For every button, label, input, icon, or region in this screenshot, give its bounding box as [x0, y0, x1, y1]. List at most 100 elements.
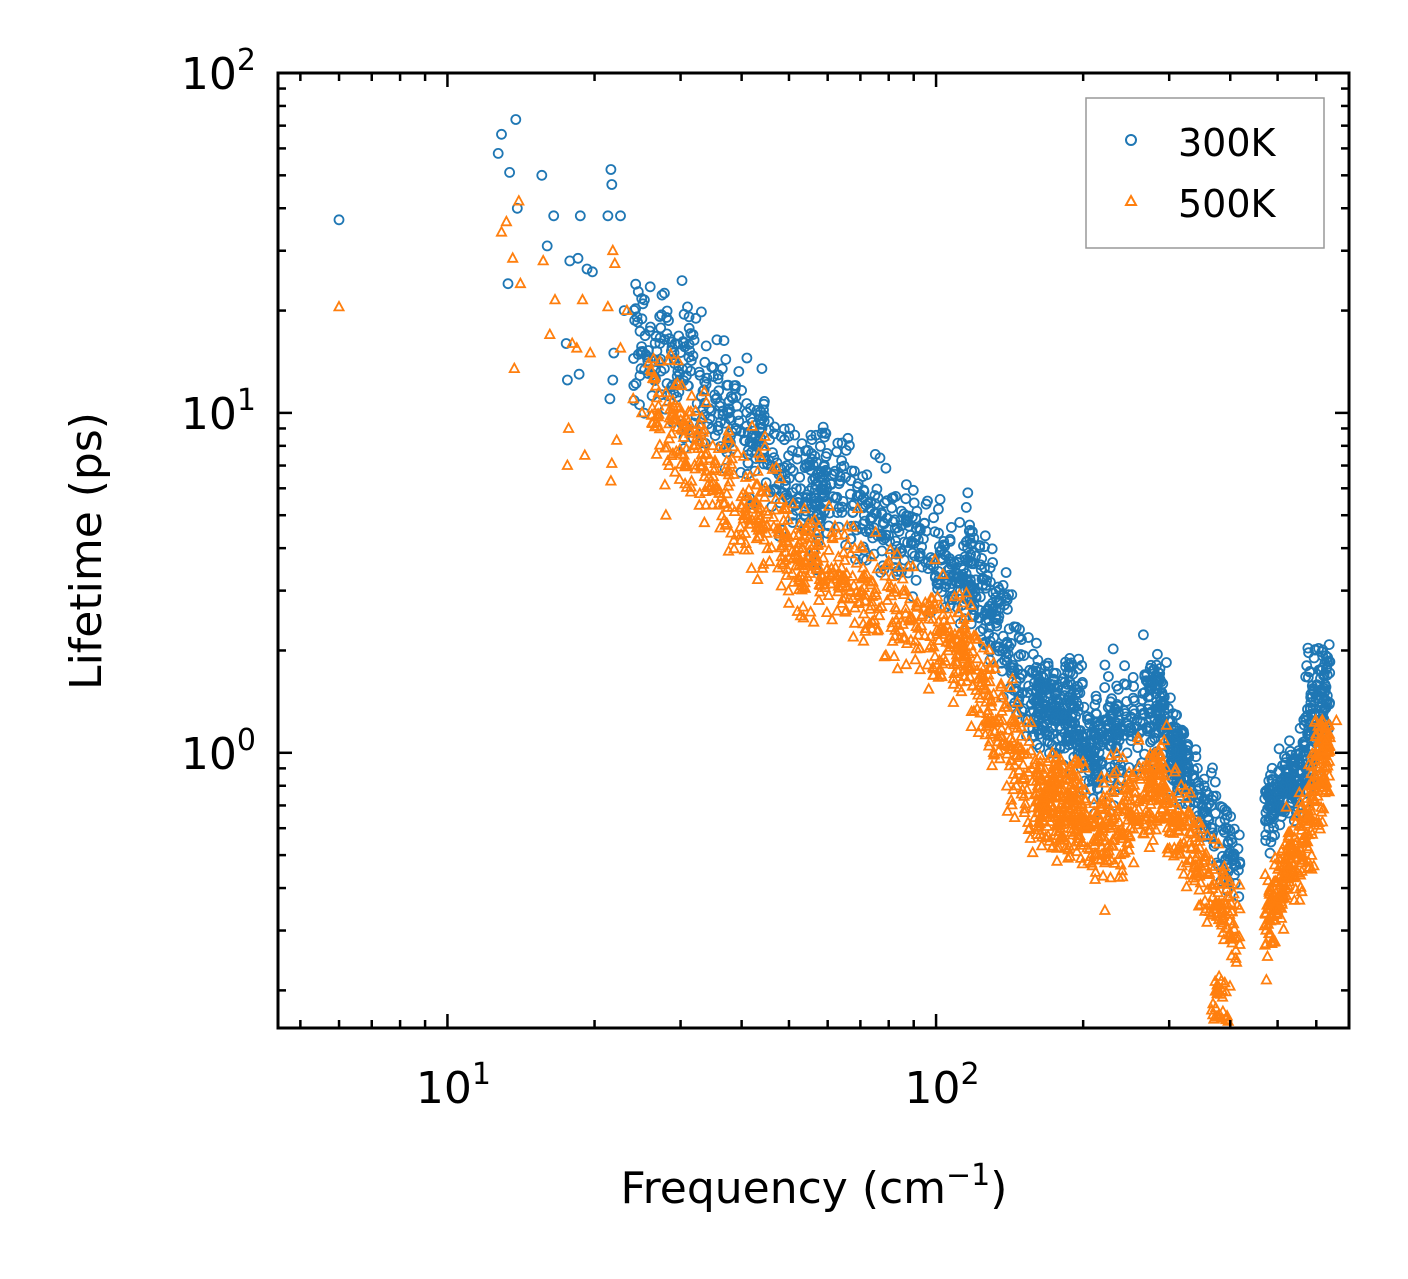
point-500k-band-0-275: [675, 378, 688, 391]
point-500k-band-0-145: [670, 444, 683, 456]
point-500k-band-3-93: [1074, 851, 1087, 863]
point-300k-band-0-318: [767, 447, 778, 459]
point-500k-band-2-186: [978, 683, 991, 695]
point-300k-band-5-16: [1198, 773, 1210, 785]
point-500k-band-2-131: [972, 725, 985, 737]
point-500k-band-0-271: [652, 399, 665, 411]
point-300k-band-5-190: [1225, 834, 1237, 846]
point-500k-outlier-22: [610, 433, 623, 445]
point-500k-band-2-51: [1004, 680, 1017, 692]
point-300k-band-5-12: [1206, 767, 1217, 779]
point-300k-band-5-207: [1206, 794, 1218, 806]
point-300k-band-3-174: [1078, 738, 1090, 750]
point-500k-peak-4-27: [1213, 985, 1226, 997]
y-tick-label-2: 102: [181, 43, 256, 100]
point-300k-band-0-340: [681, 362, 693, 374]
point-500k-peak-3-3: [1309, 794, 1323, 807]
point-500k-band-5-171: [1217, 932, 1231, 945]
point-500k-band-0-296: [698, 435, 711, 447]
point-300k-band-1-81: [933, 503, 944, 515]
point-300k-band-2-186: [1002, 648, 1014, 660]
point-300k-band-0-244: [796, 438, 808, 450]
point-300k-peak-3-22: [1176, 743, 1187, 754]
point-500k-peak-1-24: [1062, 809, 1075, 821]
point-500k-band-1-153: [900, 657, 913, 670]
point-500k-band-2-147: [967, 704, 981, 716]
point-500k-peak-1-13: [1074, 778, 1087, 790]
point-300k-band-2-188: [1017, 687, 1028, 698]
point-500k-peak-0-5: [1049, 824, 1062, 837]
point-500k-outlier-15: [578, 448, 591, 460]
point-500k-band-0-92: [763, 554, 776, 567]
point-500k-band-0-46: [786, 497, 800, 509]
point-500k-band-4-162: [1132, 802, 1145, 814]
point-500k-band-0-273: [662, 417, 676, 429]
point-300k-band-1-310: [858, 492, 869, 504]
point-500k-band-1-271: [848, 541, 861, 553]
point-300k-band-0-108: [781, 460, 793, 472]
point-500k-band-1-308: [921, 658, 934, 670]
point-500k-peak-2-32: [1156, 768, 1169, 781]
point-300k-band-1-28: [909, 550, 921, 562]
point-300k-band-2-199: [985, 607, 996, 619]
point-300k-peak-0-36: [1039, 696, 1051, 707]
point-500k-peak-4-28: [1218, 975, 1231, 988]
point-500k-band-7-121: [1301, 861, 1314, 874]
point-500k-band-0-237: [653, 438, 666, 450]
point-500k-outlier-28: [659, 508, 673, 520]
point-500k-band-4-188: [1101, 796, 1114, 808]
point-500k-band-5-58: [1233, 937, 1247, 949]
point-500k-band-2-168: [962, 662, 975, 674]
point-300k-band-0-292: [738, 427, 750, 439]
point-500k-outlier-1: [495, 225, 508, 237]
point-300k-band-4-112: [1121, 696, 1132, 707]
point-300k-band-0-115: [768, 452, 780, 464]
point-500k-band-2-103: [1005, 793, 1018, 805]
point-500k-band-7-81: [1314, 800, 1328, 812]
point-500k-band-1-174: [879, 569, 892, 581]
point-500k-band-2-115: [953, 587, 966, 599]
point-500k-band-1-193: [850, 556, 863, 568]
point-500k-band-5-126: [1185, 840, 1198, 852]
point-300k-band-2-106: [960, 568, 972, 579]
point-300k-band-0-173: [779, 434, 790, 446]
point-500k-band-5-107: [1193, 883, 1206, 895]
point-500k-band-0-305: [667, 399, 680, 411]
point-500k-band-4-186: [1089, 833, 1102, 845]
point-500k-peak-1-35: [1067, 757, 1080, 769]
point-500k-band-2-93: [987, 687, 1000, 699]
point-300k-band-2-162: [990, 592, 1002, 603]
point-500k-band-0-205: [671, 400, 684, 413]
point-500k-band-4-150: [1088, 872, 1102, 884]
point-500k-band-2-138: [985, 758, 999, 771]
point-500k-band-5-198: [1190, 842, 1203, 854]
y-tick-label-0: 100: [181, 723, 256, 780]
point-500k-peak-2-5: [1144, 812, 1157, 824]
point-500k-peak-4-22: [1206, 1007, 1220, 1020]
point-300k-outlier-26: [632, 316, 643, 328]
point-500k-band-5-190: [1204, 908, 1217, 920]
point-300k-band-0-204: [808, 492, 820, 504]
point-500k-band-4-143: [1120, 835, 1134, 848]
point-300k-band-0-254: [630, 377, 642, 389]
point-500k-band-1-296: [844, 546, 857, 559]
point-500k-band-5-68: [1223, 874, 1236, 886]
point-500k-band-1-15: [899, 601, 912, 613]
point-500k-band-1-283: [896, 572, 909, 584]
point-300k-band-0-319: [683, 351, 695, 363]
point-300k-band-7-133: [1298, 719, 1310, 731]
point-300k-band-3-145: [1083, 776, 1095, 787]
point-500k-band-0-140: [777, 513, 790, 525]
point-500k-peak-2-4: [1139, 804, 1153, 816]
point-500k-band-2-32: [1026, 845, 1039, 858]
point-500k-band-5-160: [1218, 868, 1231, 880]
point-300k-band-2-175: [981, 580, 992, 591]
point-500k-band-2-53: [1003, 759, 1016, 771]
point-500k-band-2-198: [1021, 815, 1035, 827]
point-300k-peak-4-35: [1317, 684, 1329, 696]
point-300k-band-5-152: [1228, 848, 1240, 860]
point-300k-band-4-186: [1113, 729, 1125, 741]
point-300k-band-6-95: [1265, 813, 1276, 825]
point-500k-band-2-72: [1011, 695, 1024, 707]
point-300k-peak-4-36: [1320, 702, 1332, 713]
